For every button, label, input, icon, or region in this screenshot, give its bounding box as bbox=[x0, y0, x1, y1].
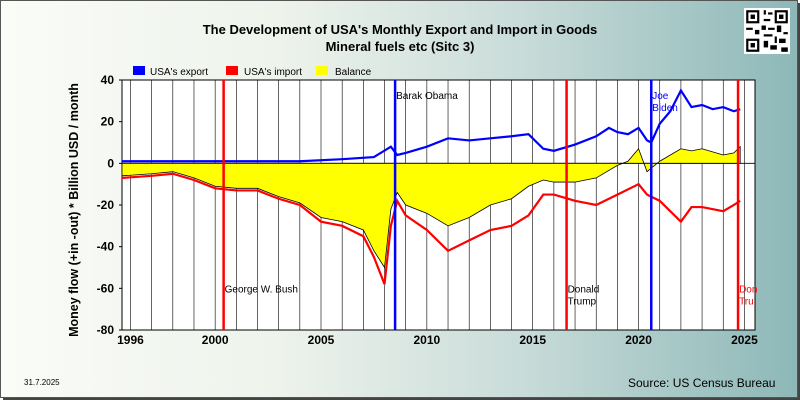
legend-label-balance: Balance bbox=[335, 67, 372, 78]
x-tick-label: 2015 bbox=[519, 333, 546, 347]
x-tick-label: 2000 bbox=[202, 333, 229, 347]
qr-code-icon bbox=[744, 8, 790, 54]
y-tick-label: -80 bbox=[97, 323, 115, 337]
term-marker-label: George W. Bush bbox=[225, 285, 298, 296]
import-line bbox=[121, 172, 741, 285]
x-tick-label: 2010 bbox=[414, 333, 441, 347]
source-note: Source: US Census Bureau bbox=[628, 376, 776, 390]
legend-label-export: USA's export bbox=[150, 67, 208, 78]
y-tick-label: -20 bbox=[97, 198, 115, 212]
chart-subtitle: Mineral fuels etc (Sitc 3) bbox=[325, 39, 475, 54]
y-tick-label: 0 bbox=[107, 156, 114, 170]
x-tick-label: 1996 bbox=[117, 333, 144, 347]
chart-title: The Development of USA's Monthly Export … bbox=[202, 22, 598, 37]
term-marker-label: Trump bbox=[568, 297, 597, 308]
legend-label-import: USA's import bbox=[244, 67, 302, 78]
date-stamp: 31.7.2025 bbox=[24, 378, 60, 387]
legend-swatch-import bbox=[226, 66, 238, 75]
x-tick-label: 2005 bbox=[308, 333, 335, 347]
y-tick-label: 20 bbox=[101, 115, 115, 129]
x-tick-label: 2025 bbox=[731, 333, 758, 347]
term-marker-label: Biden bbox=[652, 103, 678, 114]
x-tick-label: 2020 bbox=[625, 333, 652, 347]
y-tick-label: -40 bbox=[97, 240, 115, 254]
y-axis-label: Money flow (+in -out) * Billion USD / mo… bbox=[67, 83, 81, 337]
term-marker-label: Joe bbox=[652, 91, 669, 102]
term-marker-label: Donald bbox=[568, 285, 600, 296]
term-marker-label: Don bbox=[739, 285, 757, 296]
term-marker-label: Tru bbox=[739, 297, 754, 308]
y-tick-label: 40 bbox=[101, 73, 115, 87]
y-tick-label: -60 bbox=[97, 281, 115, 295]
legend-swatch-export bbox=[133, 66, 145, 75]
export-line bbox=[122, 88, 741, 163]
legend-swatch-balance bbox=[316, 66, 328, 75]
balance-area bbox=[121, 145, 741, 269]
term-marker-label: Barak Obama bbox=[396, 91, 458, 102]
